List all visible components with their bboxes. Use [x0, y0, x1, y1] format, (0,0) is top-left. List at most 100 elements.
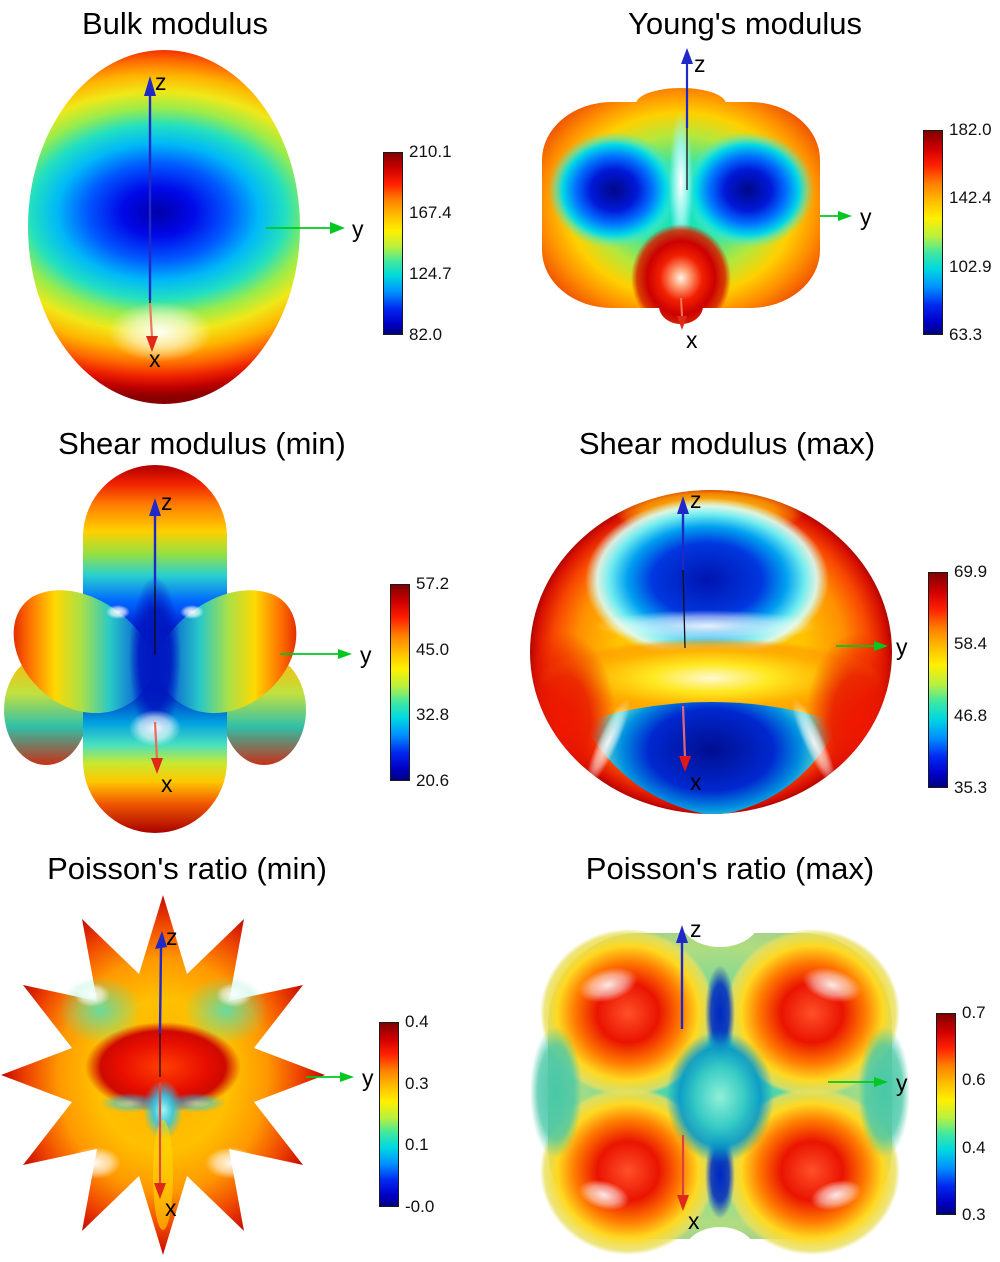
colorbar-shear-min: 57.2 45.0 32.8 20.6 [390, 574, 474, 790]
bottom-notch [684, 1227, 756, 1262]
z-arrowhead-icon [676, 925, 688, 943]
red-lobe-top-left [540, 929, 716, 1097]
specular-spot [205, 1147, 257, 1179]
colorbar-tick: 0.3 [405, 1073, 429, 1093]
z-arrowhead-icon [144, 76, 156, 96]
x-arrowhead-icon [679, 756, 691, 772]
top-notch [680, 891, 760, 947]
specular-spot [69, 1147, 121, 1179]
z-axis-label: z [690, 916, 702, 942]
cyan-wisp [100, 1093, 160, 1113]
panel-title: Poisson's ratio (max) [585, 851, 875, 886]
colorbar-gradient [923, 130, 943, 335]
colorbar-tick: 0.1 [405, 1135, 429, 1155]
y-arrowhead-icon [838, 211, 852, 221]
colorbar-tick: 182.0 [949, 120, 992, 139]
panel-title: Poisson's ratio (min) [47, 851, 327, 886]
z-axis-label: z [694, 51, 706, 77]
bottom-minimum-basin [582, 702, 840, 814]
red-flank-right [806, 632, 892, 808]
cyan-accent-center [143, 1080, 183, 1140]
y-axis-label: y [896, 1070, 908, 1096]
colorbar-gradient [379, 1022, 399, 1207]
colorbar-gradient [928, 572, 948, 788]
colorbar-tick: 210.1 [409, 142, 452, 161]
panel-youngs-modulus: z y x Young's modulus 182.0 142.4 102.9 … [500, 0, 1000, 420]
panel-title: Bulk modulus [81, 6, 269, 41]
panel-poissons-ratio-max: z y x Poisson's ratio (max) 0.7 0.6 0.4 … [500, 845, 1000, 1262]
x-axis-label: x [690, 769, 702, 795]
colorbar-gradient [390, 584, 410, 781]
colorbar-tick: 20.6 [416, 771, 450, 790]
x-arrowhead-icon [154, 1183, 166, 1199]
x-axis-arrow [680, 297, 683, 317]
central-minimum-column [129, 576, 181, 740]
red-flank-left [530, 632, 616, 808]
specular-spot [802, 967, 862, 1003]
front-wing-left [13, 590, 152, 714]
colorbar-tick: 35.3 [954, 778, 988, 797]
colorbar-tick: 0.4 [405, 1012, 429, 1031]
teal-side-bulge-left [530, 1026, 582, 1158]
colorbar-tick: 0.7 [962, 1003, 986, 1022]
minimum-lobe-left [548, 132, 680, 248]
colorbar-tick: -0.0 [405, 1197, 435, 1216]
surface-plot-bulk-modulus: z y x [28, 50, 364, 404]
specular-band [595, 610, 819, 642]
specular-spot [216, 983, 252, 1007]
y-arrowhead-icon [330, 222, 345, 234]
colorbar-tick: 45.0 [416, 639, 450, 659]
colorbar-gradient [383, 152, 403, 335]
specular-streak [791, 698, 837, 786]
maximum-lobe-bottom [631, 224, 731, 324]
panel-poissons-ratio-min: z y x Poisson's ratio (min) 0.4 0.3 0.1 … [0, 845, 500, 1262]
z-arrowhead-icon [677, 496, 689, 514]
y-arrowhead-icon [874, 1077, 888, 1087]
x-arrowhead-icon [146, 336, 158, 352]
z-axis-label: z [166, 924, 178, 950]
specular-spot [810, 1179, 862, 1211]
surface-plot-youngs-modulus: z y x [542, 48, 872, 353]
surface-plot-poisson-max: z y x [530, 891, 910, 1262]
colorbar-poisson-min: 0.4 0.3 0.1 -0.0 [379, 1012, 463, 1216]
colorbar-tick: 32.8 [416, 705, 450, 725]
colorbar-tick: 69.9 [954, 562, 988, 581]
specular-highlight [108, 302, 212, 362]
x-axis-label: x [688, 1208, 700, 1234]
panel-title: Young's modulus [628, 6, 862, 41]
colorbar-bulk-modulus: 210.1 167.4 124.7 82.0 [383, 142, 467, 344]
x-axis-label: x [165, 1195, 177, 1221]
panel-bulk-modulus: z y x Bulk modulus 210.1 167.4 124.7 82.… [0, 0, 500, 420]
central-red-lobe [85, 1022, 241, 1112]
x-axis-label: x [686, 327, 698, 353]
colorbar-tick: 124.7 [409, 264, 452, 284]
specular-spot [106, 605, 130, 619]
panel-shear-modulus-max: z y x Shear modulus (max) 69.9 58.4 46.8… [500, 420, 1000, 845]
colorbar-tick: 0.4 [962, 1137, 986, 1157]
colorbar-tick: 167.4 [409, 202, 452, 222]
minimum-lobe-right [682, 132, 814, 248]
z-arrowhead-icon [149, 498, 161, 516]
x-arrowhead-icon [677, 316, 687, 330]
colorbar-ticks: 0.4 0.3 0.1 -0.0 [405, 1012, 463, 1216]
red-lobe-top-right [724, 929, 900, 1097]
colorbar-shear-max: 69.9 58.4 46.8 35.3 [928, 562, 1000, 797]
teal-side-bulge-right [858, 1026, 910, 1158]
front-wing-right [158, 590, 297, 714]
y-axis-label: y [362, 1065, 374, 1091]
x-axis-arrow [153, 721, 159, 761]
red-lobe-bottom-right [724, 1087, 900, 1255]
z-axis-line [682, 569, 686, 649]
colorbar-tick: 142.4 [949, 188, 992, 208]
cyan-wisp [166, 1093, 226, 1113]
colorbar-youngs-modulus: 182.0 142.4 102.9 63.3 [923, 120, 1000, 344]
y-axis-label: y [360, 642, 372, 668]
z-axis-label: z [690, 487, 702, 513]
colorbar-tick: 0.3 [962, 1205, 986, 1224]
z-axis-label: z [161, 489, 173, 515]
x-axis-label: x [161, 771, 173, 797]
x-axis-label: x [149, 346, 161, 372]
bulk-surface-lobe [28, 50, 300, 404]
colorbar-tick: 46.8 [954, 706, 988, 726]
